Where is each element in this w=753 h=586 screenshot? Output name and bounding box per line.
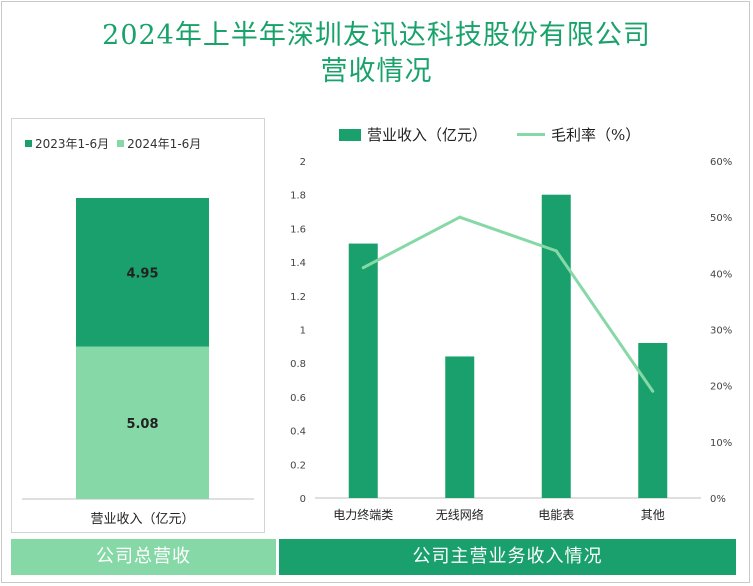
legend-label-revenue: 营业收入（亿元） [367,126,488,144]
legend-swatch-2024 [117,140,125,147]
revenue-bar [445,356,475,498]
segment-revenue-panel: 营业收入（亿元） 毛利率（%） 0 0.2 0.4 0.6 0.8 1 1.2 1.4 1.6 1… [279,118,736,533]
y-left-tick-label: 1.6 [290,224,306,235]
revenue-bar [638,342,668,498]
y-left-tick-label: 0.8 [290,359,306,370]
x-tick-label: 其他 [641,508,665,522]
legend-item-2023: 2023年1-6月 [25,135,109,152]
bar-segment-2024 [76,346,209,499]
legend-label-2024: 2024年1-6月 [127,137,202,151]
y-left-tick-label: 0.4 [290,427,306,438]
y-right-tick-label: 0% [710,494,726,505]
y-right-tick-label: 60% [710,157,732,168]
footer-total-revenue: 公司总营收 [11,539,276,575]
legend-item-revenue: 营业收入（亿元） [339,124,487,145]
y-left-tick-label: 1.4 [290,258,306,269]
data-label-2023: 4.95 [126,266,158,281]
x-tick-label: 营业收入（亿元） [90,512,194,527]
y-left-tick-label: 0 [300,494,306,505]
title-line-1: 2024年上半年深圳友讯达科技股份有限公司 [102,20,651,51]
data-label-2024: 5.08 [126,417,158,432]
legend-swatch-margin [517,133,546,136]
gross-margin-point [651,389,655,393]
gross-margin-point [361,266,365,270]
legend-label-margin: 毛利率（%） [551,126,641,144]
bar-segment-2023 [76,198,209,347]
title-line-2: 营收情况 [320,56,433,87]
legend-label-2023: 2023年1-6月 [35,137,110,151]
y-right-tick-label: 50% [710,213,732,224]
x-tick-label: 电能表 [538,508,574,522]
left-legend: 2023年1-6月 2024年1-6月 [25,135,201,152]
footer-segment-revenue: 公司主营业务收入情况 [279,539,736,575]
x-tick-label: 电力终端类 [333,507,393,522]
gross-margin-line [362,215,654,393]
y-left-tick-label: 2 [300,157,306,168]
y-left-tick-label: 1.2 [290,292,306,303]
gross-margin-point [554,249,558,253]
y-right-tick-label: 20% [710,382,732,393]
y-left-tick-label: 0.2 [290,460,306,471]
y-left-tick-label: 1.8 [290,191,306,202]
revenue-bar [348,243,378,498]
legend-swatch-2023 [25,140,32,147]
total-revenue-panel: 2023年1-6月 2024年1-6月 5.08 4.95 营业收入（亿元） [11,118,265,533]
legend-item-2024: 2024年1-6月 [117,135,201,152]
right-legend: 营业收入（亿元） 毛利率（%） [339,124,640,145]
stacked-bar-chart: 5.08 4.95 营业收入（亿元） [22,198,254,527]
y-right-tick-label: 10% [710,438,732,449]
y-left-tick-label: 1 [300,326,306,337]
x-tick-label: 无线网络 [436,507,484,522]
revenue-bar [541,194,571,498]
legend-swatch-revenue [339,128,361,141]
combo-bar-line-chart: 00.20.40.60.811.21.41.61.820%10%20%30%40… [290,157,732,522]
y-right-tick-label: 30% [710,326,732,337]
legend-item-margin: 毛利率（%） [517,124,640,145]
chart-title: 2024年上半年深圳友讯达科技股份有限公司 营收情况 [0,18,753,90]
gross-margin-point [458,215,462,219]
y-right-tick-label: 40% [710,269,732,280]
y-left-tick-label: 0.6 [290,393,306,404]
